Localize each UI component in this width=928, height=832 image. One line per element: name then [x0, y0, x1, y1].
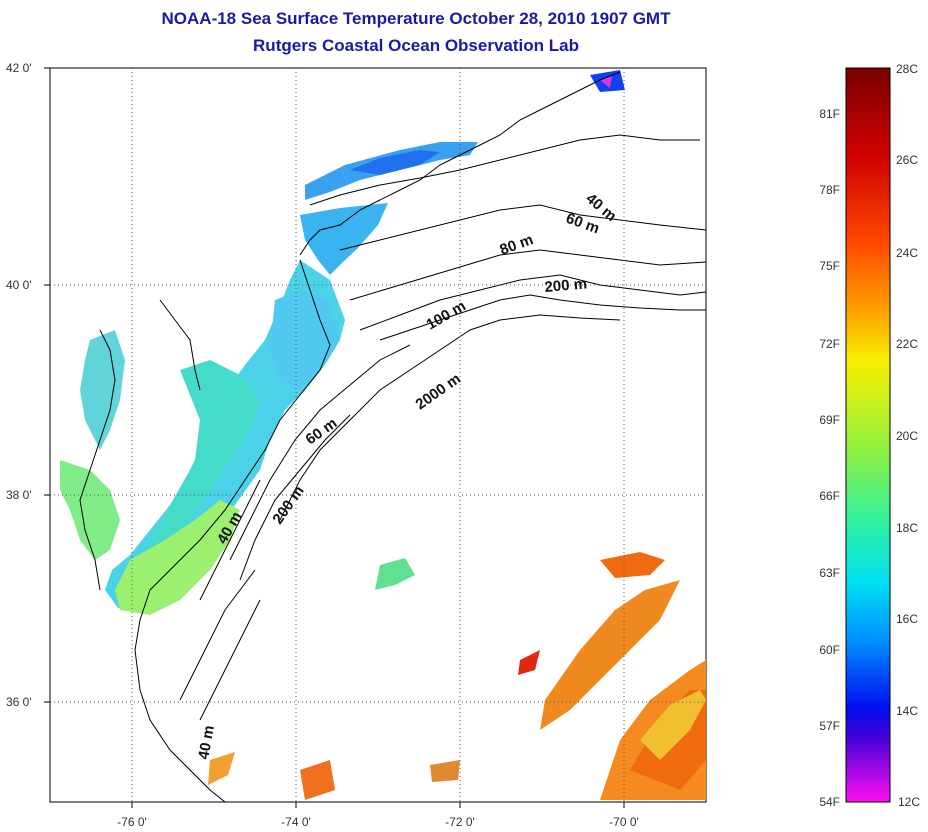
contour-200m-south: [239, 414, 351, 581]
colorbar-f-label: 60F: [819, 643, 840, 657]
colorbar-c-label: 26C: [896, 153, 918, 167]
colorbar-c-label: 28C: [896, 62, 918, 76]
colorbar-c-label: 22C: [896, 337, 918, 351]
sst-south-patch: [208, 752, 235, 785]
sst-data-layer: [60, 70, 706, 800]
contour-40m: [309, 134, 700, 206]
chesapeake-shore: [79, 329, 116, 591]
sst-warm-filament: [540, 580, 680, 730]
coastline-south: [134, 259, 331, 802]
lat-label: 36 0': [6, 695, 32, 709]
colorbar-f-label: 78F: [819, 183, 840, 197]
colorbar-f-label: 81F: [819, 107, 840, 121]
colorbar-f-label: 63F: [819, 566, 840, 580]
contour-2000m: [279, 314, 621, 521]
contour-80m: [349, 249, 706, 301]
sst-warm-patch-2: [300, 760, 335, 800]
lat-label: 38 0': [6, 488, 32, 502]
sst-upper-chesapeake: [80, 330, 125, 450]
sst-gulf-stream-edge: [640, 690, 706, 760]
contour-layer: [79, 71, 706, 802]
sst-green-patch: [375, 558, 415, 590]
coastline-north: [299, 71, 621, 256]
colorbar-f-label: 66F: [819, 489, 840, 503]
colorbar-f-label: 69F: [819, 413, 840, 427]
lon-label: -74 0': [281, 815, 311, 829]
sst-red-patch: [518, 650, 540, 675]
contour-offshore-1: [199, 599, 261, 721]
colorbar-f-label: 75F: [819, 259, 840, 273]
colorbar-c-label: 16C: [896, 612, 918, 626]
colorbar-c-label: 14C: [896, 704, 918, 718]
sst-south-patch-2: [430, 760, 460, 782]
map-frame: [49, 67, 707, 803]
sst-delmarva: [140, 360, 260, 570]
sst-ny-bight: [300, 203, 388, 275]
colorbar-c-label: 18C: [896, 521, 918, 535]
contour-label: 200 m: [544, 275, 588, 296]
lon-label: -70 0': [609, 815, 639, 829]
sst-warm-patch-1: [600, 552, 665, 578]
colorbar: [845, 67, 891, 803]
contour-label: 40 m: [195, 724, 218, 761]
contour-40m-south: [199, 479, 261, 601]
contour-60m-south: [229, 344, 411, 561]
graticule: [50, 68, 706, 802]
colorbar-c-label: 24C: [896, 246, 918, 260]
colorbar-f-label: 72F: [819, 337, 840, 351]
delaware-shore: [159, 299, 201, 391]
contour-100m: [379, 294, 706, 341]
lat-label: 40 0': [6, 278, 32, 292]
sst-chesapeake: [60, 460, 120, 560]
axis-ticks: [44, 67, 625, 808]
map-subtitle: Rutgers Coastal Ocean Observation Lab: [253, 36, 579, 55]
map-title: NOAA-18 Sea Surface Temperature October …: [161, 9, 671, 28]
contour-40m-far-south: [179, 569, 256, 701]
colorbar-f-label: 57F: [819, 719, 840, 733]
lat-label: 42 0': [6, 61, 32, 75]
contour-200m-north: [359, 274, 706, 331]
sst-cold-patch: [350, 150, 440, 175]
lon-label: -72 0': [445, 815, 475, 829]
colorbar-c-label: 20C: [896, 429, 918, 443]
lon-label: -76 0': [117, 815, 147, 829]
colorbar-f-label: 54F: [819, 795, 840, 809]
colorbar-c-label: 12C: [898, 795, 920, 809]
contour-60m: [339, 204, 706, 251]
